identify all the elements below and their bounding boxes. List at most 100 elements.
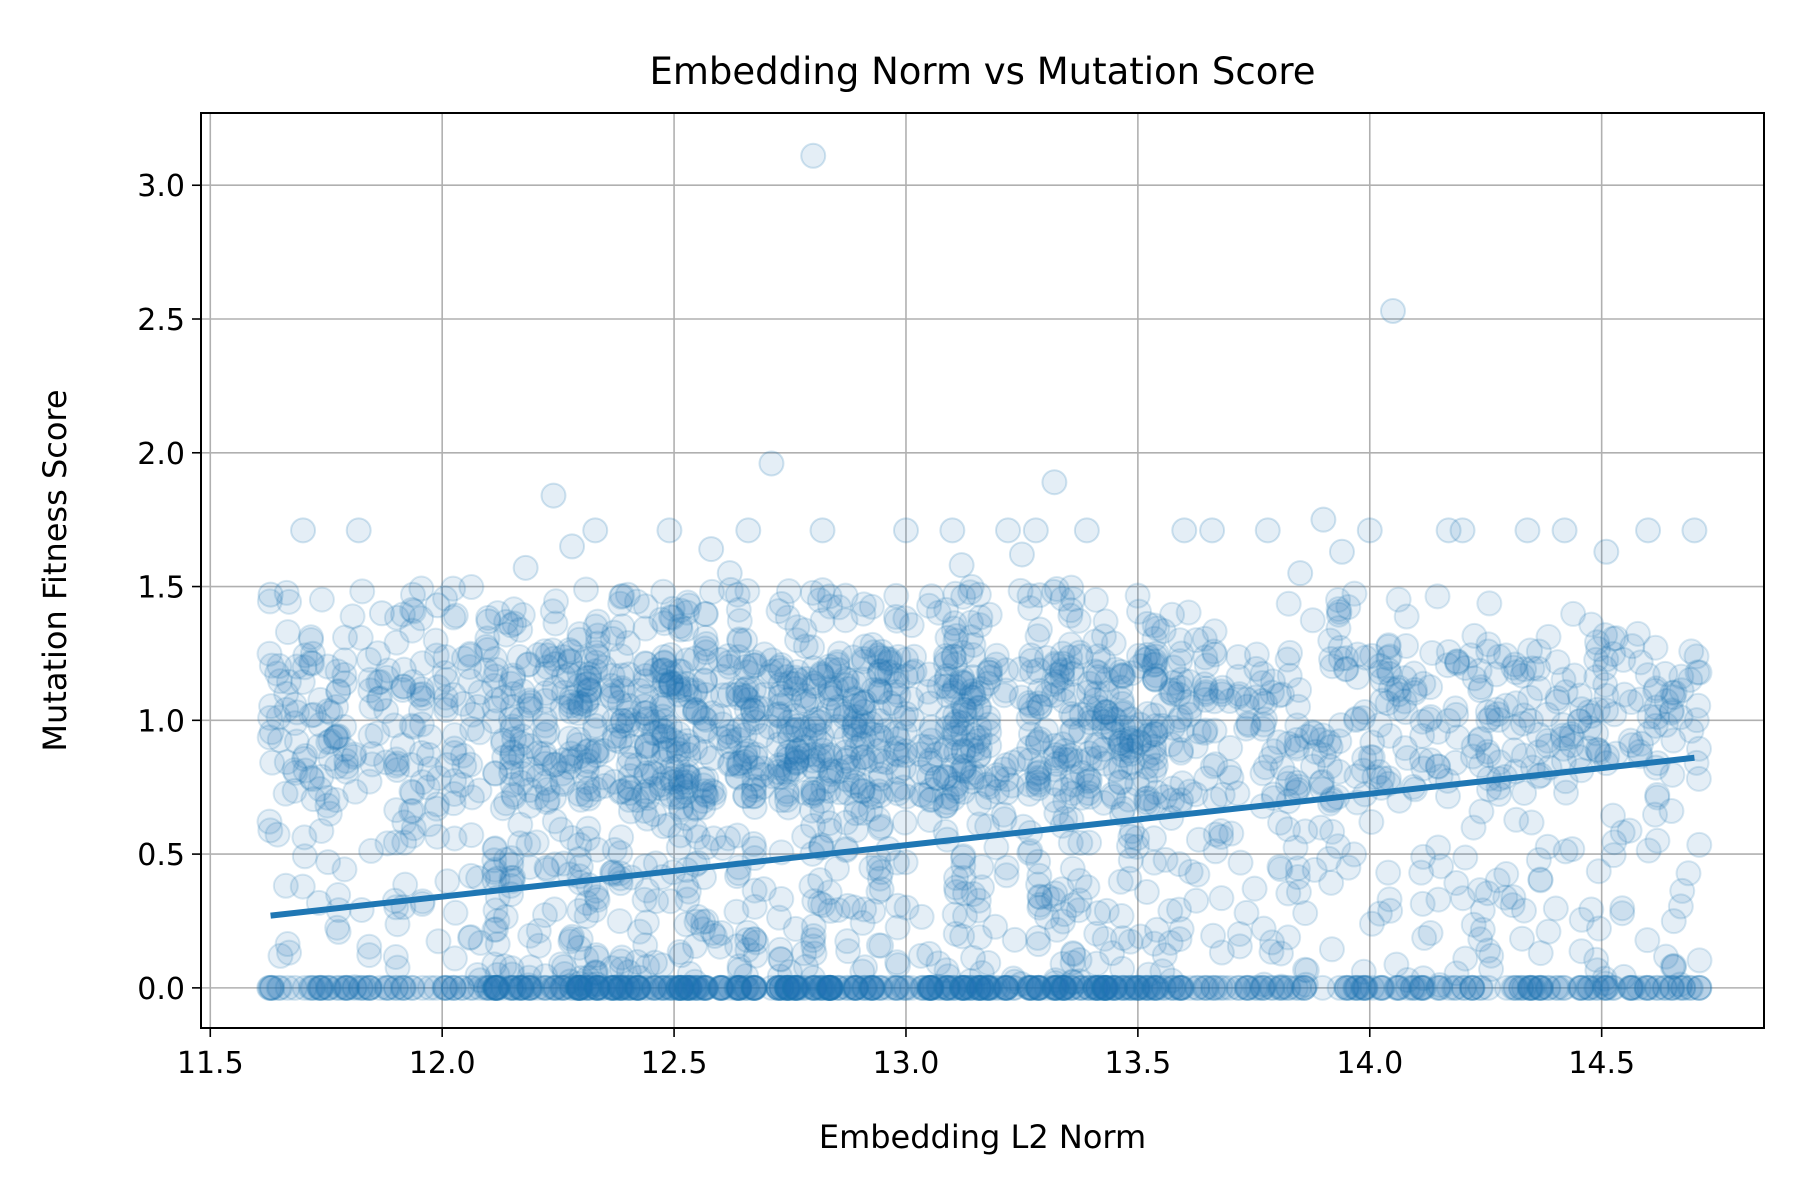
- scatter-point: [557, 688, 584, 715]
- scatter-point: [1000, 974, 1027, 1001]
- scatter-point: [892, 974, 919, 1001]
- scatter-point: [1033, 717, 1060, 744]
- scatter-point: [907, 942, 934, 969]
- scatter-point: [784, 614, 811, 641]
- scatter-point: [774, 974, 801, 1001]
- scatter-point: [457, 751, 484, 778]
- scatter-point: [843, 734, 870, 761]
- scatter-point: [532, 750, 559, 777]
- scatter-point: [858, 974, 885, 1001]
- scatter-point: [258, 974, 285, 1001]
- scatter-point: [532, 680, 559, 707]
- scatter-point: [618, 974, 645, 1001]
- scatter-point: [1241, 875, 1268, 902]
- scatter-point: [625, 974, 652, 1001]
- scatter-point: [565, 974, 592, 1001]
- scatter-point: [809, 798, 836, 825]
- scatter-point: [499, 738, 526, 765]
- scatter-point: [984, 765, 1011, 792]
- scatter-point: [841, 687, 868, 714]
- scatter-point: [642, 708, 669, 735]
- scatter-point: [573, 691, 600, 718]
- scatter-point: [817, 761, 844, 788]
- scatter-point: [457, 974, 484, 1001]
- scatter-point: [833, 766, 860, 793]
- scatter-point: [799, 712, 826, 739]
- scatter-point: [690, 794, 717, 821]
- x-tick-label: 12.0: [409, 1046, 476, 1081]
- scatter-point: [517, 922, 544, 949]
- scatter-point: [975, 974, 1002, 1001]
- scatter-point: [958, 678, 985, 705]
- x-tick-label: 11.5: [177, 1046, 244, 1081]
- scatter-point: [557, 740, 584, 767]
- scatter-point: [674, 647, 701, 674]
- scatter-point: [940, 643, 967, 670]
- scatter-point: [668, 974, 695, 1001]
- scatter-point: [651, 672, 678, 699]
- scatter-point: [398, 974, 425, 1001]
- scatter-point: [650, 578, 677, 605]
- scatter-point: [859, 974, 886, 1001]
- scatter-point: [482, 974, 509, 1001]
- scatter-point: [498, 955, 525, 982]
- scatter-point: [317, 728, 344, 755]
- scatter-point: [775, 974, 802, 1001]
- scatter-point: [408, 739, 435, 766]
- scatter-point: [867, 678, 894, 705]
- scatter-point: [617, 763, 644, 790]
- scatter-point: [1007, 746, 1034, 773]
- scatter-point: [665, 658, 692, 685]
- scatter-point: [607, 590, 634, 617]
- scatter-point: [741, 974, 768, 1001]
- scatter-point: [615, 692, 642, 719]
- scatter-point: [834, 892, 861, 919]
- scatter-point: [573, 687, 600, 714]
- scatter-point: [482, 835, 509, 862]
- scatter-point: [1051, 776, 1078, 803]
- scatter-point: [715, 723, 742, 750]
- scatter-point: [598, 682, 625, 709]
- scatter-point: [775, 716, 802, 743]
- scatter-point: [1043, 668, 1070, 695]
- scatter-point: [441, 825, 468, 852]
- scatter-point: [1140, 825, 1167, 852]
- scatter-point: [573, 645, 600, 672]
- scatter-point: [449, 974, 476, 1001]
- scatter-point: [942, 719, 969, 746]
- scatter-point: [951, 974, 978, 1001]
- scatter-point: [1016, 780, 1043, 807]
- scatter-point: [768, 657, 795, 684]
- scatter-point: [676, 592, 703, 619]
- scatter-point: [441, 722, 468, 749]
- scatter-point: [583, 942, 610, 969]
- scatter-point: [801, 756, 828, 783]
- scatter-point: [583, 959, 610, 986]
- scatter-point: [584, 974, 611, 1001]
- scatter-point: [356, 646, 383, 673]
- scatter-point: [342, 778, 369, 805]
- scatter-point: [667, 597, 694, 624]
- scatter-point: [841, 894, 868, 921]
- scatter-point: [849, 730, 876, 757]
- scatter-point: [965, 887, 992, 914]
- scatter-point: [492, 903, 519, 930]
- scatter-point: [291, 843, 318, 870]
- scatter-point: [801, 673, 828, 700]
- scatter-point: [700, 784, 727, 811]
- scatter-point: [850, 591, 877, 618]
- scatter-point: [457, 642, 484, 669]
- y-axis-ticks: 0.00.51.01.52.02.53.0: [137, 169, 201, 1007]
- scatter-point: [533, 789, 560, 816]
- scatter-point: [1016, 734, 1043, 761]
- y-tick-label: 3.0: [137, 169, 185, 204]
- scatter-point: [991, 682, 1018, 709]
- scatter-point: [566, 743, 593, 770]
- scatter-point: [551, 974, 578, 1001]
- scatter-point: [1042, 652, 1069, 679]
- scatter-point: [925, 950, 952, 977]
- scatter-point: [1285, 773, 1312, 800]
- scatter-point: [775, 745, 802, 772]
- scatter-point: [993, 854, 1020, 881]
- scatter-point: [506, 830, 533, 857]
